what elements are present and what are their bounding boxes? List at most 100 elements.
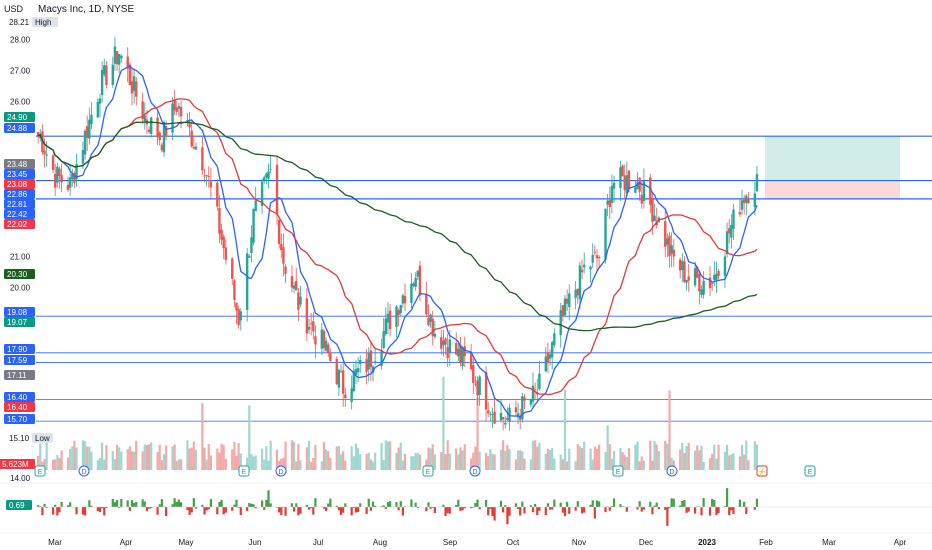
volume-bar bbox=[305, 447, 308, 470]
price-label-text: 22.81 bbox=[7, 200, 28, 209]
oscillator-bar bbox=[664, 507, 667, 510]
volume-bar bbox=[608, 444, 611, 470]
volume-bar bbox=[54, 459, 57, 470]
candle-body bbox=[68, 177, 72, 188]
volume-bar bbox=[414, 452, 417, 470]
candle-body bbox=[175, 107, 178, 112]
oscillator-bar bbox=[314, 498, 317, 507]
price-label: 22.42 bbox=[4, 209, 35, 219]
oscillator-bar bbox=[446, 507, 449, 514]
candle-body bbox=[207, 176, 210, 178]
oscillator-bar bbox=[508, 507, 511, 516]
oscillator-bar bbox=[305, 504, 308, 507]
volume-bar bbox=[81, 440, 85, 470]
volume-bar bbox=[397, 447, 400, 470]
marker-text: D bbox=[472, 469, 477, 476]
time-tick: Aug bbox=[373, 538, 387, 547]
oscillator-bar bbox=[397, 507, 400, 511]
candle-body bbox=[627, 170, 631, 190]
volume-bar bbox=[440, 452, 443, 470]
oscillator-bar bbox=[755, 498, 759, 507]
candle-body bbox=[700, 289, 703, 296]
oscillator-bar bbox=[504, 505, 507, 507]
oscillator-bar bbox=[58, 507, 61, 513]
candle-body bbox=[160, 144, 164, 151]
candle-body bbox=[463, 346, 466, 357]
volume-bar bbox=[359, 454, 362, 470]
volume-bar bbox=[484, 452, 488, 470]
marker-text: E bbox=[808, 469, 813, 476]
time-tick: Nov bbox=[572, 538, 586, 547]
candle-body bbox=[156, 117, 159, 138]
candle-body bbox=[73, 172, 76, 183]
oscillator-bar bbox=[98, 507, 102, 513]
price-label-text: 22.02 bbox=[7, 220, 28, 229]
earnings-marker: E bbox=[238, 465, 250, 477]
oscillator-bar bbox=[595, 500, 599, 507]
time-tick: 2023 bbox=[698, 538, 716, 547]
oscillator-bar bbox=[278, 507, 281, 513]
candle-body bbox=[523, 397, 526, 401]
price-label-bg bbox=[4, 189, 35, 199]
candle-body bbox=[546, 352, 550, 364]
price-label-text: 24.90 bbox=[7, 113, 28, 122]
volume-bar bbox=[103, 459, 106, 470]
oscillator-bar bbox=[201, 504, 204, 507]
volume-bar bbox=[128, 446, 131, 470]
oscillator-bar bbox=[126, 500, 129, 507]
candle-body bbox=[499, 412, 503, 421]
oscillator-bar bbox=[657, 507, 660, 510]
oscillator-bar bbox=[69, 502, 72, 507]
volume-bar bbox=[649, 440, 652, 470]
volume-bar bbox=[653, 440, 656, 470]
candle-body bbox=[455, 342, 458, 355]
candle-body bbox=[371, 366, 375, 373]
oscillator-bar bbox=[653, 505, 656, 507]
volume-bar bbox=[583, 441, 586, 470]
volume-bar bbox=[207, 444, 210, 470]
price-label-text: 20.30 bbox=[7, 270, 28, 279]
dividend-marker: D bbox=[469, 465, 481, 477]
price-label-text: 15.70 bbox=[7, 415, 28, 424]
candle-body bbox=[367, 352, 370, 370]
candle-body bbox=[329, 353, 332, 361]
price-label: 5.623M bbox=[0, 459, 35, 469]
oscillator-bar bbox=[529, 505, 532, 507]
time-tick: Apr bbox=[894, 538, 907, 547]
volume-bar bbox=[698, 450, 701, 470]
candle-body bbox=[474, 383, 477, 385]
price-label: 20.30 bbox=[4, 269, 35, 279]
event-markers: EDEDEDEDED⚡E bbox=[34, 465, 816, 477]
volume-bar bbox=[382, 460, 385, 470]
candle-body bbox=[132, 76, 136, 91]
price-label: Low bbox=[32, 433, 53, 443]
oscillator-bar bbox=[192, 498, 195, 507]
volume-bar bbox=[354, 443, 358, 470]
oscillator-bar bbox=[352, 507, 355, 508]
volume-bar bbox=[531, 440, 535, 470]
volume-bar bbox=[39, 443, 42, 470]
candle-body bbox=[672, 249, 675, 257]
candle-body bbox=[177, 106, 181, 109]
oscillator-bar bbox=[231, 507, 234, 511]
candle-body bbox=[606, 200, 609, 205]
earnings-marker: E bbox=[422, 465, 434, 477]
oscillator-bar bbox=[337, 507, 340, 511]
price-label: 15.10 bbox=[9, 434, 30, 443]
oscillator-bar bbox=[395, 502, 398, 507]
volume-bar bbox=[86, 446, 89, 470]
oscillator-bar bbox=[252, 504, 255, 507]
candle-body bbox=[384, 318, 388, 335]
oscillator-bar bbox=[43, 503, 46, 507]
oscillator-bar bbox=[356, 507, 360, 513]
oscillator-bar bbox=[367, 498, 370, 507]
oscillator-bar bbox=[455, 505, 458, 507]
volume-bar bbox=[312, 458, 315, 470]
oscillator-bar bbox=[666, 507, 669, 526]
oscillator-bar bbox=[105, 507, 108, 508]
volume-bar bbox=[506, 445, 509, 470]
candle-body bbox=[45, 154, 48, 156]
candle-body bbox=[478, 376, 481, 396]
oscillator-bar bbox=[636, 507, 639, 510]
